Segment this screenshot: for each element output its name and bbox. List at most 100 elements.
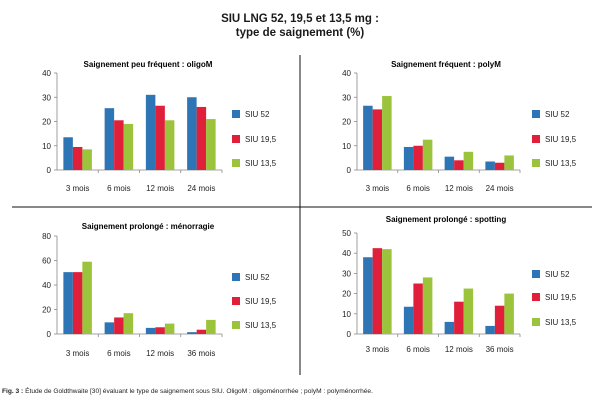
- x-tick-label: 24 mois: [486, 184, 514, 193]
- chart-title: Saignement fréquent : polyM: [391, 60, 501, 69]
- y-tick-label: 40: [342, 69, 351, 78]
- y-tick-label: 80: [42, 232, 51, 241]
- figure-caption: Fig. 3 : Étude de Goldthwaite [30] évalu…: [2, 388, 598, 395]
- legend-swatch: [232, 159, 240, 167]
- bar-siu-19-5-6-mois: [114, 317, 124, 334]
- bar-siu-19-5-3-mois: [372, 248, 383, 334]
- bar-siu-13-5-24-mois: [504, 155, 514, 170]
- bar-siu-13-5-3-mois: [382, 96, 392, 170]
- bar-siu-13-5-36-mois: [206, 319, 216, 334]
- bar-siu-52-6-mois: [403, 146, 414, 170]
- legend-swatch: [232, 321, 240, 329]
- bar-siu-19-5-3-mois: [372, 109, 383, 170]
- y-tick-label: 30: [342, 93, 351, 102]
- y-tick-label: 60: [42, 257, 51, 266]
- bar-siu-13-5-12-mois: [463, 288, 474, 334]
- bar-siu-19-5-3-mois: [72, 146, 83, 170]
- bar-siu-19-5-12-mois: [155, 327, 165, 334]
- x-tick-label: 12 mois: [445, 184, 473, 193]
- chart-panel-4: Saignement prolongé : spotting 0 10 20 30 40 5…: [342, 215, 577, 354]
- bar-siu-52-3-mois: [63, 137, 73, 170]
- x-tick-label: 12 mois: [146, 349, 174, 358]
- bar-siu-52-6-mois: [104, 108, 115, 170]
- legend-label: SIU 19,5: [245, 297, 277, 306]
- legend-label: SIU 19,5: [245, 135, 277, 144]
- bar-siu-19-5-3-mois: [72, 272, 83, 334]
- bar-siu-52-12-mois: [145, 94, 156, 170]
- y-tick-label: 20: [342, 290, 351, 299]
- bar-siu-13-5-24-mois: [206, 119, 216, 170]
- legend-swatch: [532, 135, 540, 143]
- bar-siu-52-6-mois: [403, 306, 414, 334]
- y-tick-label: 50: [342, 229, 351, 238]
- legend-label: SIU 19,5: [545, 135, 577, 144]
- legend-swatch: [532, 159, 540, 167]
- legend-label: SIU 52: [545, 270, 570, 279]
- bar-siu-52-36-mois: [485, 325, 495, 334]
- x-tick-label: 36 mois: [187, 349, 215, 358]
- y-tick-label: 40: [42, 281, 51, 290]
- x-tick-label: 6 mois: [406, 184, 430, 193]
- x-tick-label: 3 mois: [366, 345, 390, 354]
- bar-siu-13-5-6-mois: [422, 139, 433, 170]
- y-tick-label: 40: [42, 69, 51, 78]
- bar-siu-52-12-mois: [444, 321, 455, 334]
- x-tick-label: 3 mois: [366, 184, 390, 193]
- x-tick-label: 3 mois: [66, 349, 90, 358]
- legend-label: SIU 13,5: [245, 159, 277, 168]
- figure-title: SIU LNG 52, 19,5 et 13,5 mg : type de sa…: [0, 12, 600, 40]
- chart-title: Saignement prolongé : spotting: [386, 215, 507, 224]
- y-tick-label: 0: [347, 166, 352, 175]
- y-tick-label: 30: [342, 269, 351, 278]
- y-tick-label: 20: [42, 306, 51, 315]
- legend-swatch: [532, 270, 540, 278]
- bar-siu-19-5-6-mois: [413, 283, 423, 334]
- caption-text: Étude de Goldthwaite [30] évaluant le ty…: [25, 388, 373, 395]
- chart-title: Saignement peu fréquent : oligoM: [84, 60, 213, 69]
- bar-siu-19-5-24-mois: [494, 162, 505, 170]
- bar-siu-52-3-mois: [63, 272, 73, 334]
- legend-label: SIU 13,5: [545, 318, 577, 327]
- bar-siu-13-5-12-mois: [164, 120, 175, 170]
- caption-label: Fig. 3 :: [2, 388, 24, 395]
- bar-siu-19-5-6-mois: [413, 145, 423, 170]
- bar-siu-19-5-12-mois: [454, 301, 464, 334]
- legend-label: SIU 13,5: [545, 159, 577, 168]
- legend-label: SIU 13,5: [245, 321, 277, 330]
- legend-label: SIU 52: [245, 273, 270, 282]
- y-tick-label: 0: [47, 166, 52, 175]
- y-tick-label: 10: [42, 142, 51, 151]
- bar-siu-52-24-mois: [187, 97, 197, 170]
- x-tick-label: 36 mois: [486, 345, 514, 354]
- bar-siu-19-5-6-mois: [114, 120, 124, 170]
- y-tick-label: 40: [342, 249, 351, 258]
- figure-title-line-1: SIU LNG 52, 19,5 et 13,5 mg :: [221, 13, 379, 25]
- bar-siu-13-5-12-mois: [164, 323, 175, 334]
- bar-siu-52-6-mois: [104, 322, 115, 334]
- bar-siu-13-5-36-mois: [504, 293, 514, 334]
- chart-title: Saignement prolongé : ménorragie: [82, 222, 215, 231]
- bar-siu-52-3-mois: [363, 257, 373, 334]
- chart-panel-3: Saignement prolongé : ménorragie 0 20 40 60 8…: [42, 222, 277, 358]
- y-tick-label: 10: [342, 142, 351, 151]
- chart-panel-2: Saignement fréquent : polyM 0 10 20 30 40 3 mo…: [342, 60, 577, 193]
- bar-siu-52-24-mois: [485, 161, 495, 170]
- x-tick-label: 3 mois: [66, 184, 90, 193]
- legend-swatch: [532, 318, 540, 326]
- y-tick-label: 20: [42, 118, 51, 127]
- legend-swatch: [232, 297, 240, 305]
- bar-siu-19-5-36-mois: [494, 305, 505, 334]
- bar-siu-52-3-mois: [363, 105, 373, 170]
- x-tick-label: 6 mois: [406, 345, 430, 354]
- y-tick-label: 20: [342, 118, 351, 127]
- bar-siu-13-5-6-mois: [422, 277, 433, 334]
- y-tick-label: 10: [342, 310, 351, 319]
- bar-siu-52-12-mois: [444, 156, 455, 170]
- legend-label: SIU 52: [545, 110, 570, 119]
- bar-siu-19-5-12-mois: [454, 160, 464, 170]
- bar-siu-52-36-mois: [187, 332, 197, 334]
- y-tick-label: 0: [347, 330, 352, 339]
- legend-label: SIU 52: [245, 110, 270, 119]
